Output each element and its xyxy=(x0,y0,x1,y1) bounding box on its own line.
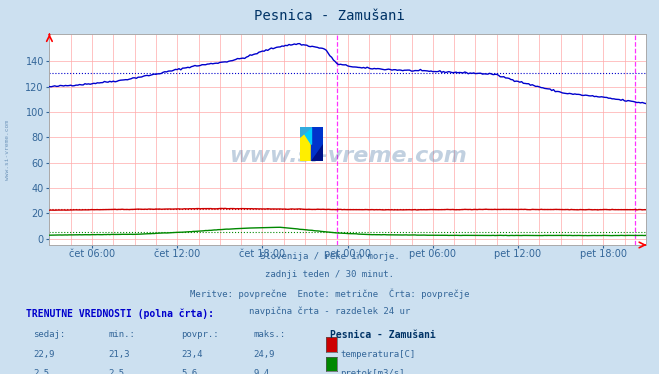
Text: maks.:: maks.: xyxy=(254,330,286,339)
Text: Pesnica - Zamušani: Pesnica - Zamušani xyxy=(330,330,435,340)
Bar xyxy=(300,127,312,161)
Text: Meritve: povprečne  Enote: metrične  Črta: povprečje: Meritve: povprečne Enote: metrične Črta:… xyxy=(190,288,469,299)
Text: www.si-vreme.com: www.si-vreme.com xyxy=(229,146,467,166)
Text: 2,5: 2,5 xyxy=(109,369,125,374)
Text: 22,9: 22,9 xyxy=(33,350,55,359)
Text: 5,6: 5,6 xyxy=(181,369,197,374)
Text: povpr.:: povpr.: xyxy=(181,330,219,339)
Text: 21,3: 21,3 xyxy=(109,350,130,359)
Polygon shape xyxy=(300,127,312,144)
Text: sedaj:: sedaj: xyxy=(33,330,65,339)
Text: zadnji teden / 30 minut.: zadnji teden / 30 minut. xyxy=(265,270,394,279)
Text: Pesnica - Zamušani: Pesnica - Zamušani xyxy=(254,9,405,23)
Text: pretok[m3/s]: pretok[m3/s] xyxy=(340,369,405,374)
Text: 23,4: 23,4 xyxy=(181,350,203,359)
Text: temperatura[C]: temperatura[C] xyxy=(340,350,415,359)
Text: 2,5: 2,5 xyxy=(33,369,49,374)
Text: 9,4: 9,4 xyxy=(254,369,270,374)
Polygon shape xyxy=(312,144,323,161)
Text: min.:: min.: xyxy=(109,330,136,339)
Text: TRENUTNE VREDNOSTI (polna črta):: TRENUTNE VREDNOSTI (polna črta): xyxy=(26,309,214,319)
Text: Slovenija / reke in morje.: Slovenija / reke in morje. xyxy=(260,252,399,261)
Text: www.si-vreme.com: www.si-vreme.com xyxy=(5,120,11,180)
Text: navpična črta - razdelek 24 ur: navpična črta - razdelek 24 ur xyxy=(249,306,410,316)
Polygon shape xyxy=(300,127,312,137)
Bar xyxy=(312,127,323,161)
Text: 24,9: 24,9 xyxy=(254,350,275,359)
